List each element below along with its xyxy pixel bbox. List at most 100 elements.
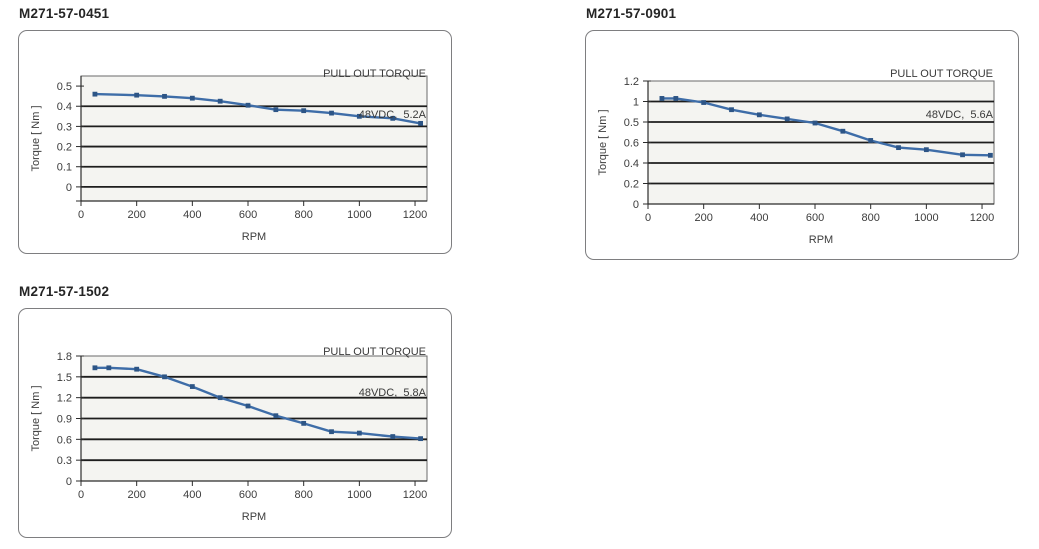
legend-line-rating: 48VDC, 5.2A [358,108,426,121]
chart-legend: PULL OUT TORQUE 48VDC, 5.2A [323,41,426,149]
x-tick-label: 800 [295,489,313,501]
data-point-marker [673,96,679,101]
x-tick-label: 1000 [914,212,938,224]
x-tick-label: 1200 [403,209,427,221]
chart-title: M271-57-0451 [19,6,110,21]
chart-legend: PULL OUT TORQUE 48VDC, 5.8A [323,319,426,427]
x-tick-label: 0 [78,209,84,221]
data-point-marker [418,120,423,126]
data-point-marker [217,98,223,104]
x-tick-label: 200 [694,212,712,224]
data-point-marker [659,96,665,101]
y-tick-label: 1.2 [57,393,72,405]
y-tick-label: 0 [66,182,72,194]
x-tick-label: 800 [862,212,880,224]
data-point-marker [390,115,396,121]
data-point-marker [245,102,251,108]
chart-block-m271-57-0451: M271-57-0451 PULL OUT TORQUE 48VDC, 5.2A… [18,6,452,254]
y-tick-label: 0 [633,199,639,211]
data-point-marker [356,430,362,436]
x-tick-label: 600 [806,212,824,224]
data-point-marker [729,107,734,113]
x-tick-label: 800 [295,209,313,221]
x-tick-label: 200 [127,209,145,221]
data-point-marker [812,120,818,126]
data-point-marker [245,403,251,409]
y-tick-label: 1.8 [57,351,72,363]
x-tick-label: 600 [239,209,257,221]
chart-title: M271-57-1502 [19,284,110,299]
y-tick-label: 0.5 [57,81,72,93]
data-point-marker [301,420,307,426]
y-tick-label: 0.4 [624,158,639,170]
y-tick-label: 0.3 [57,121,72,133]
x-tick-label: 1200 [403,489,427,501]
data-point-marker [92,365,98,371]
data-point-marker [868,138,874,143]
chart-legend: PULL OUT TORQUE 48VDC, 5.6A [890,41,993,149]
y-tick-label: 0.6 [57,434,72,446]
legend-line-torque: PULL OUT TORQUE [890,68,993,80]
legend-line-torque: PULL OUT TORQUE [323,68,426,80]
data-point-marker [217,395,223,401]
torque-curve [93,92,422,125]
pull-out-torque-plot: 1.8 1.5 1.2 0.9 0.6 0.3 00 200 400 600 800 1000 1200… [30,351,428,523]
x-tick-label: 400 [183,209,201,221]
data-point-marker [701,100,707,105]
data-point-marker [273,107,279,113]
data-point-marker [756,112,762,118]
data-point-marker [162,374,167,380]
x-axis-label: RPM [809,234,833,246]
data-point-marker [896,145,901,151]
y-tick-label: 0 [66,476,72,488]
x-tick-label: 600 [239,489,257,501]
y-tick-label: 1 [633,97,639,109]
y-tick-label: 0.9 [57,414,72,426]
data-point-marker [923,147,929,153]
y-axis-label: Torque [ Nm ] [597,109,609,175]
x-tick-label: 1200 [970,212,994,224]
data-point-marker [418,436,423,442]
data-point-marker [840,128,846,134]
chart-block-m271-57-1502: M271-57-1502 PULL OUT TORQUE 48VDC, 5.8A… [18,284,452,538]
legend-line-torque: PULL OUT TORQUE [323,346,426,358]
y-tick-label: 0.1 [57,162,72,174]
x-tick-label: 200 [127,489,145,501]
y-tick-label: 1.2 [624,76,639,88]
chart-box: PULL OUT TORQUE 48VDC, 5.8A 1.8 1.5 1.2 0.9… [18,308,452,538]
data-point-marker [92,91,98,97]
y-tick-label: 0.2 [57,142,72,154]
y-axis-label: Torque [ Nm ] [30,385,42,451]
x-tick-label: 1000 [347,489,371,501]
data-point-marker [189,95,195,101]
pull-out-torque-plot: 0.5 0.4 0.3 0.2 0.1 0 0 200 400 600 800 1000 1200 RPM… [30,75,428,243]
y-tick-label: 0.4 [57,101,72,113]
y-tick-label: 0.2 [624,179,639,191]
pull-out-torque-plot: 1.2 1 0.5 0.6 0.4 0.2 00 200 400 600 800 1000 1200 RP… [597,76,995,246]
legend-line-rating: 48VDC, 5.8A [358,386,426,399]
x-tick-label: 0 [645,212,651,224]
chart-block-m271-57-0901: M271-57-0901 PULL OUT TORQUE 48VDC, 5.6A… [585,6,1019,260]
data-point-marker [987,152,993,158]
y-tick-label: 0.5 [624,117,639,129]
legend-line-rating: 48VDC, 5.6A [925,108,993,121]
data-point-marker [784,116,790,122]
x-tick-label: 400 [750,212,768,224]
data-point-marker [356,113,362,119]
x-axis-label: RPM [242,231,266,243]
data-point-marker [134,92,140,98]
data-point-marker [960,152,965,158]
data-point-marker [390,434,396,439]
chart-title: M271-57-0901 [586,6,677,21]
x-axis-label: RPM [242,511,266,523]
y-tick-label: 0.3 [57,455,72,467]
data-point-marker [301,108,307,114]
data-point-marker [134,366,140,372]
data-point-marker [273,413,279,419]
y-tick-label: 0.6 [624,138,639,150]
chart-box: PULL OUT TORQUE 48VDC, 5.6A 1.2 1 0.5 0.6 0.… [585,30,1019,260]
data-point-marker [329,429,334,435]
data-point-marker [162,93,167,99]
data-point-marker [106,365,112,371]
data-point-marker [329,110,334,116]
